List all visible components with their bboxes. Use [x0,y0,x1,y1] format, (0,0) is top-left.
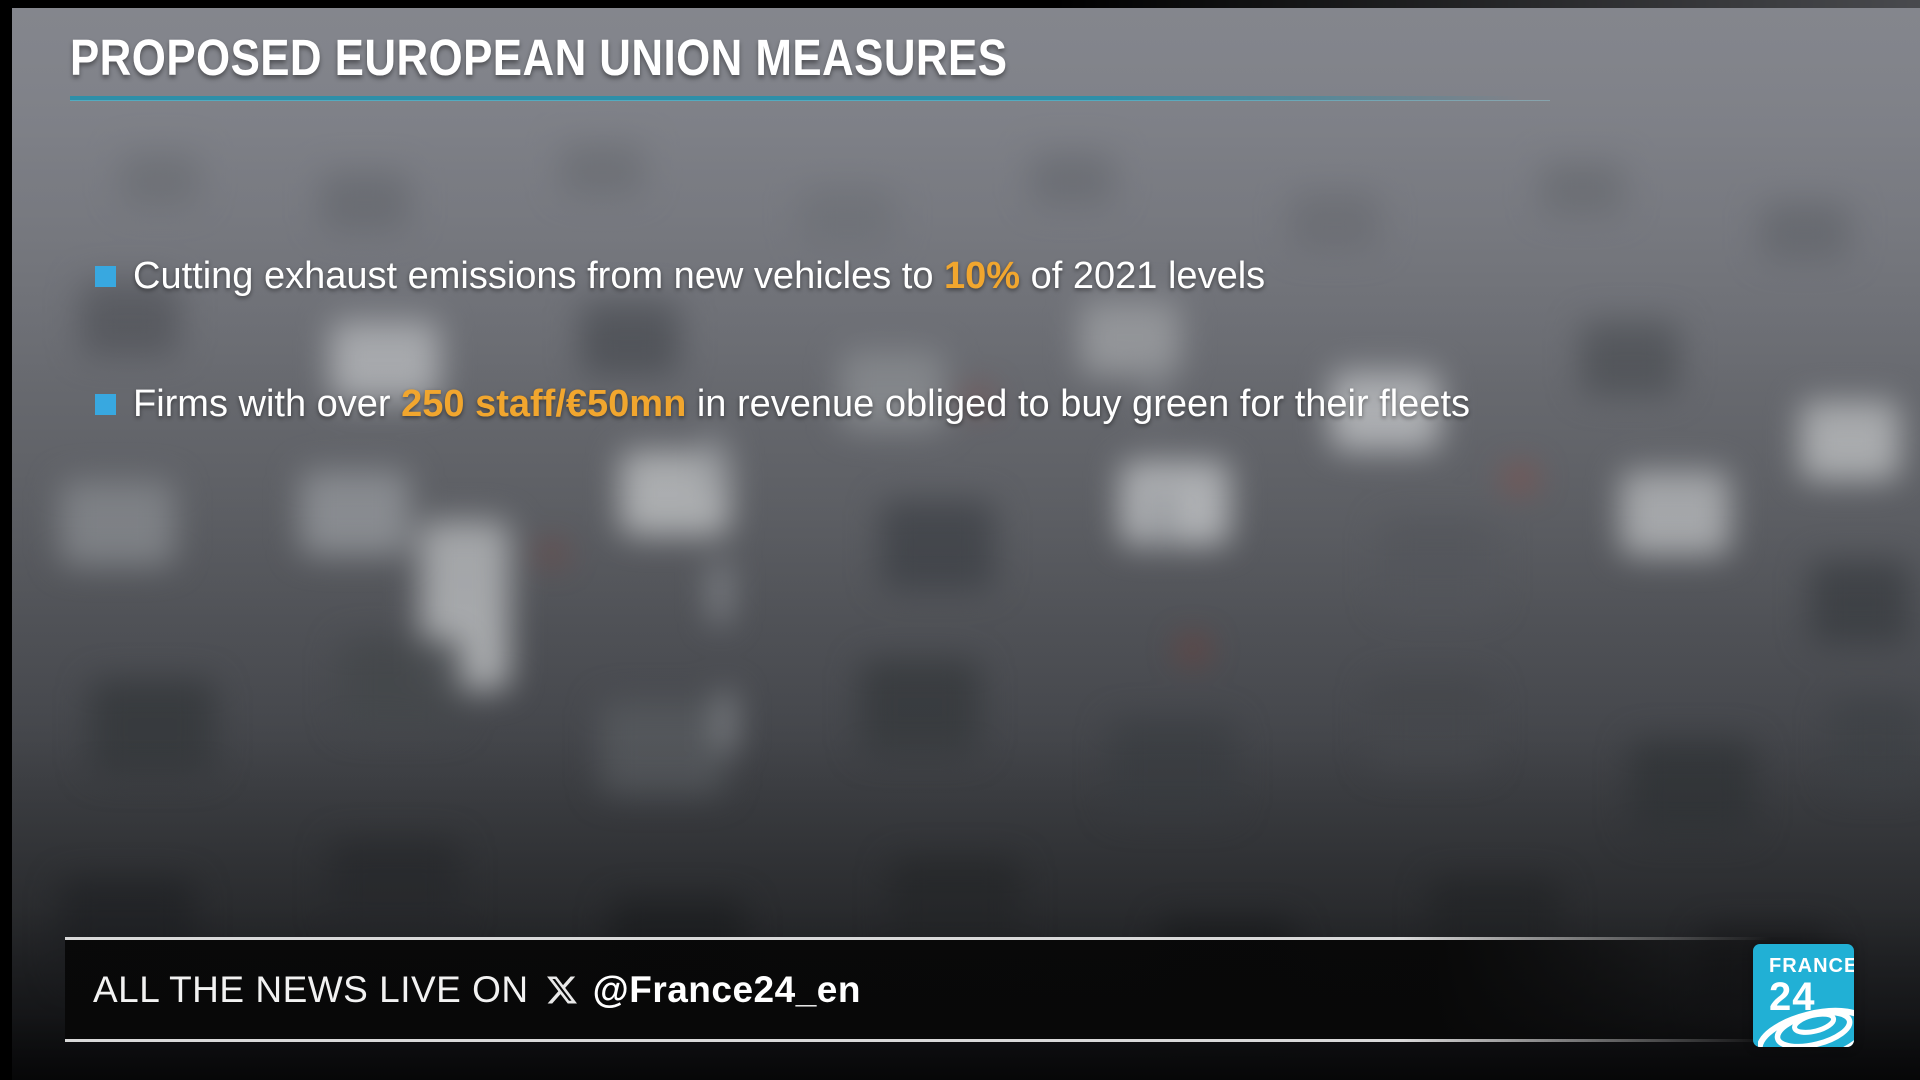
bullet-text-suffix: in revenue obliged to buy green for thei… [686,383,1471,425]
bullet-text-prefix: Cutting exhaust emissions from new vehic… [133,255,945,297]
twitter-handle: @France24_en [592,968,861,1010]
bullet-highlight: 250 staff/€50mn [401,383,687,425]
bullet-marker [95,394,116,415]
france24-logo-text: FRANCE 24 [1769,956,1854,1017]
bullet-text: Cutting exhaust emissions from new vehic… [133,255,1265,298]
frame-edge-top [0,0,1920,8]
france24-ripple-icon [1758,1007,1854,1047]
bullet-item-firms: Firms with over 250 staff/€50mn in reven… [95,383,1470,426]
logo-line-24: 24 [1769,975,1816,1019]
headline: PROPOSED EUROPEAN UNION MEASURES [70,28,1160,87]
frame-edge-left [0,0,12,1080]
x-twitter-icon [546,975,577,1004]
bullet-marker [95,266,116,287]
title-underline [70,96,1550,101]
bullet-text: Firms with over 250 staff/€50mn in reven… [133,383,1470,426]
france24-logo: FRANCE 24 [1753,944,1854,1047]
bullet-text-suffix: of 2021 levels [1020,255,1266,297]
ticker-text: ALL THE NEWS LIVE ON [93,968,529,1010]
news-ticker-bar: ALL THE NEWS LIVE ON @France24_en [65,937,1920,1042]
bullet-item-emissions: Cutting exhaust emissions from new vehic… [95,255,1265,298]
page-title: PROPOSED EUROPEAN UNION MEASURES [70,29,1008,86]
logo-line-france: FRANCE [1769,955,1854,977]
bullet-text-prefix: Firms with over [133,383,402,425]
bullet-highlight: 10% [944,255,1021,297]
